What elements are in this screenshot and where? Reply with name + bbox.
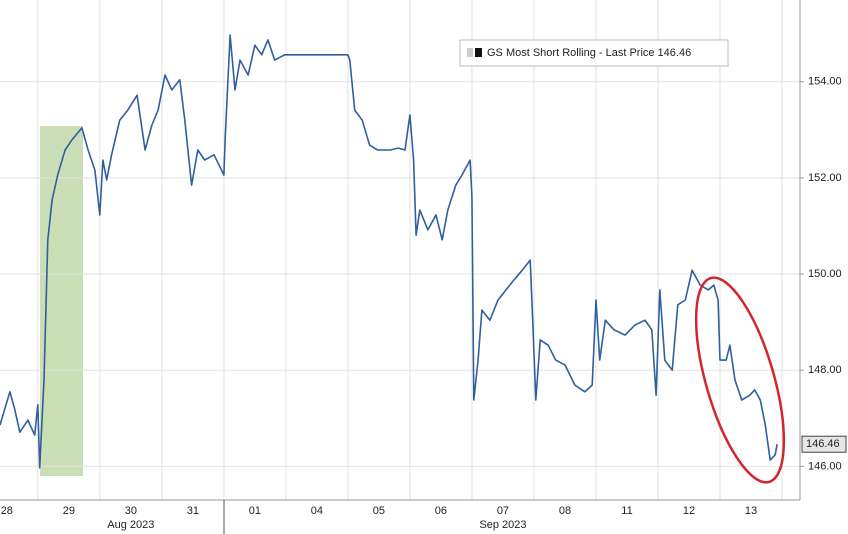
highlight-ellipse — [694, 276, 786, 484]
x-tick-label: 29 — [63, 505, 75, 517]
last-price-box — [801, 435, 847, 453]
x-tick-label: 28 — [1, 505, 13, 517]
last-price-label: 146.46 — [806, 438, 840, 450]
y-tick-label: 146.00 — [808, 460, 842, 472]
grid — [0, 0, 800, 500]
y-tick-label: 152.00 — [808, 172, 842, 184]
legend-label: GS Most Short Rolling - Last Price 146.4… — [487, 47, 691, 59]
marks — [0, 34, 778, 469]
y-tick-label: 154.00 — [808, 76, 842, 88]
x-tick-label: 06 — [435, 505, 447, 517]
legend-icon — [475, 48, 482, 57]
x-tick-label: 13 — [745, 505, 757, 517]
legend: GS Most Short Rolling - Last Price 146.4… — [459, 39, 729, 67]
x-tick-label: 01 — [249, 505, 261, 517]
highlight-band — [40, 126, 83, 476]
x-sublabel: Sep 2023 — [479, 519, 526, 531]
x-tick-label: 11 — [621, 505, 632, 517]
y-tick-label: 148.00 — [808, 364, 842, 376]
x-tick-label: 07 — [497, 505, 509, 517]
x-tick-label: 12 — [683, 505, 695, 517]
y-tick-label: 150.00 — [808, 268, 842, 280]
x-tick-label: 30 — [125, 505, 137, 517]
x-tick-label: 05 — [373, 505, 385, 517]
legend-icon — [467, 48, 473, 57]
x-sublabel: Aug 2023 — [107, 519, 154, 531]
x-tick-label: 08 — [559, 505, 571, 517]
x-tick-label: 31 — [187, 505, 199, 517]
price-line — [0, 34, 778, 469]
x-tick-label: 04 — [311, 505, 323, 517]
legend-box — [459, 39, 729, 67]
